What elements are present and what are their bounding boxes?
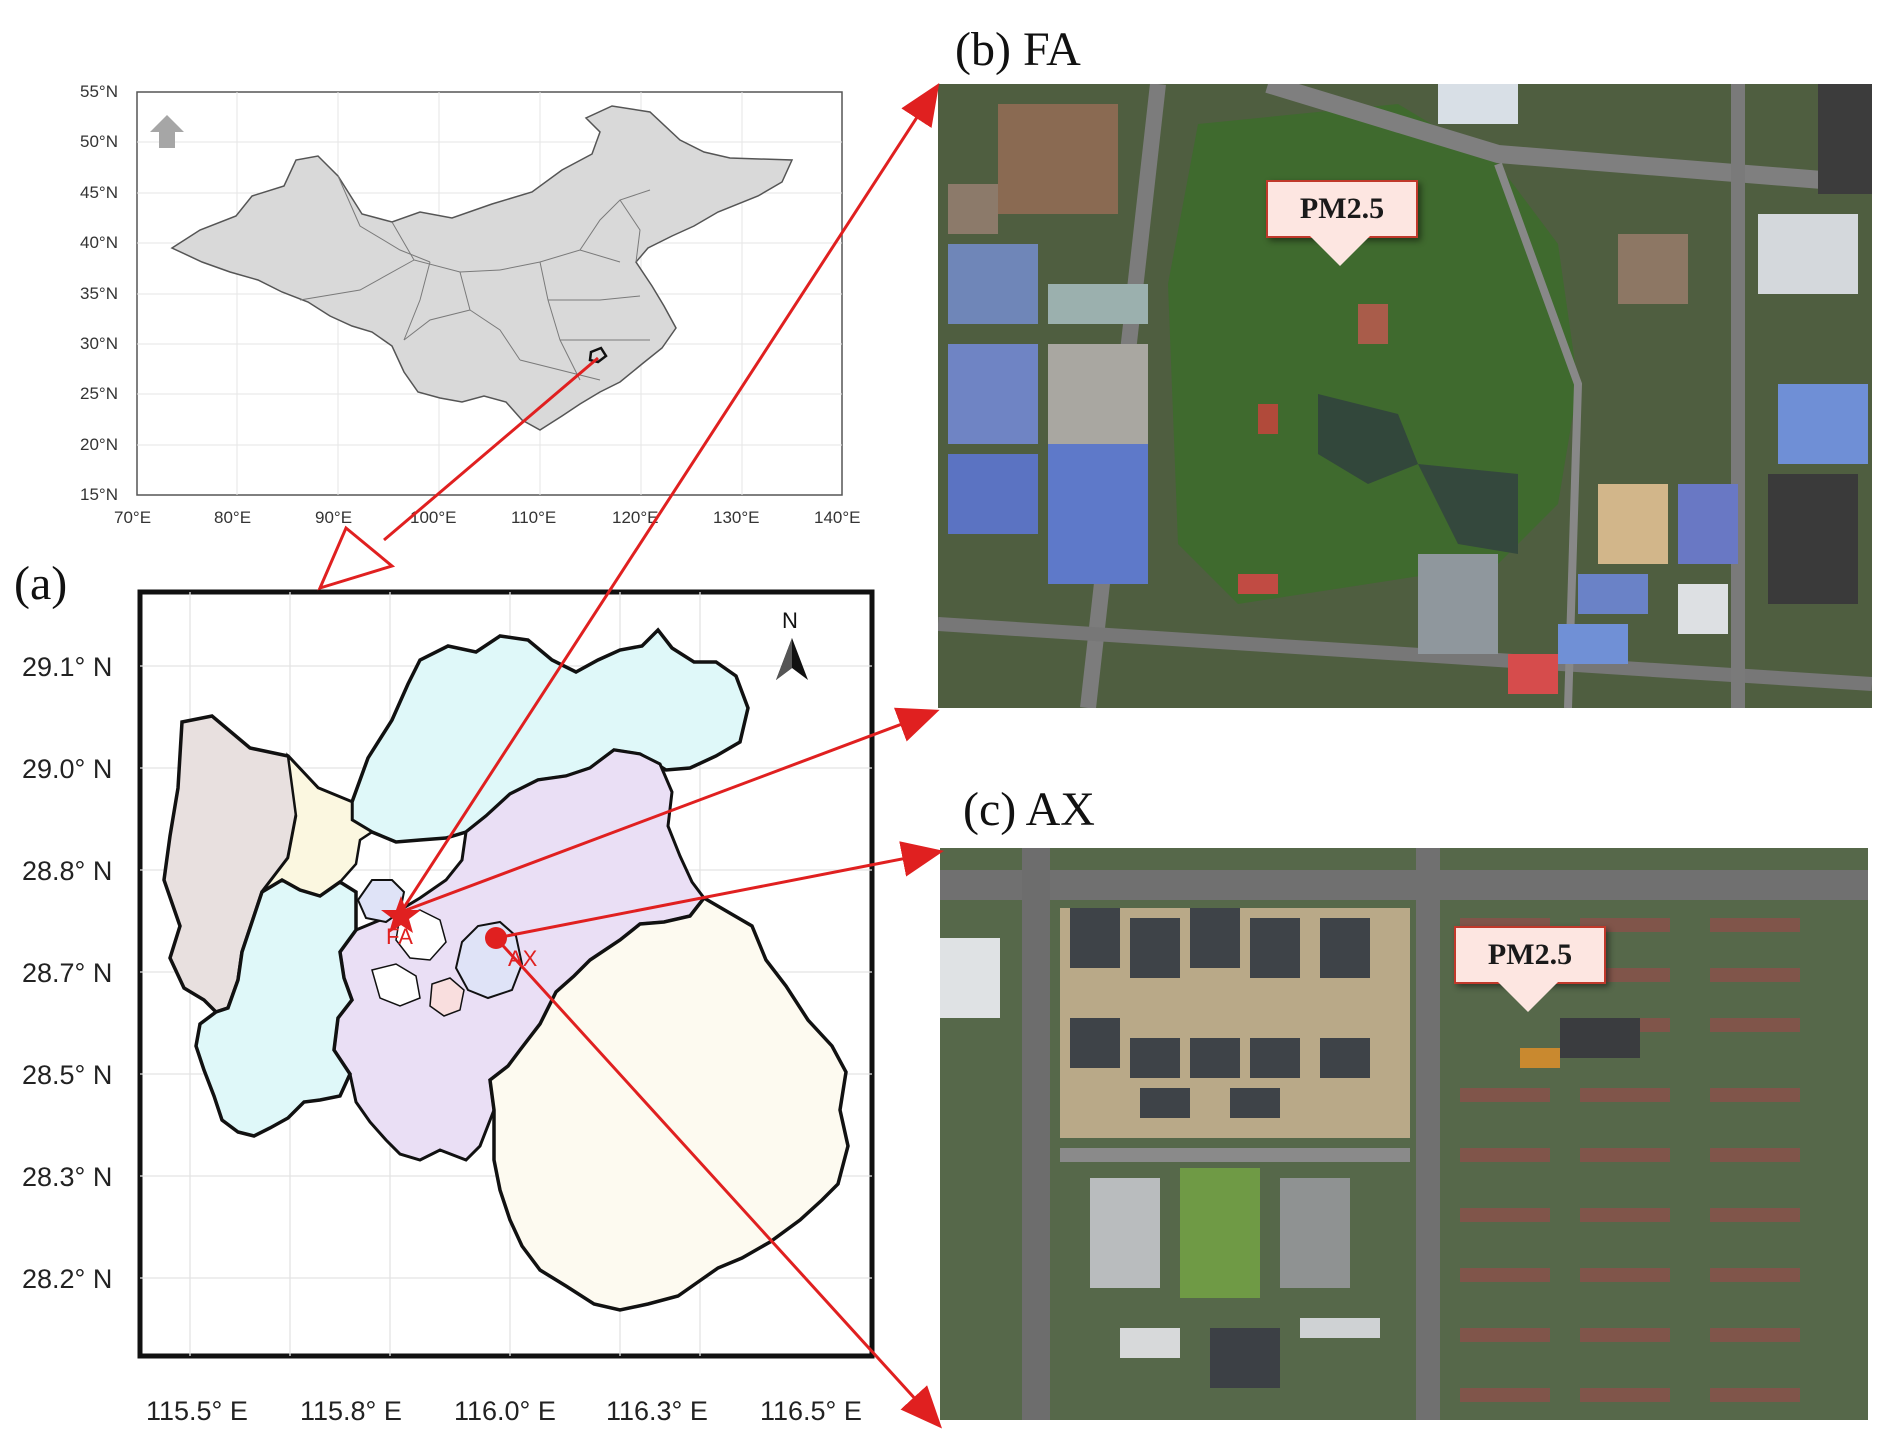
district-small-pink xyxy=(429,977,465,1017)
regional-lon-tick: 115.5° E xyxy=(146,1396,248,1426)
china-lat-tick: 55°N xyxy=(80,82,118,101)
north-label: N xyxy=(782,608,798,633)
regional-map-svg xyxy=(137,589,875,1359)
pm25-marker-ax: PM2.5 xyxy=(1454,926,1606,984)
district-small-white-2 xyxy=(371,963,421,1007)
china-lat-tick: 45°N xyxy=(80,183,118,202)
regional-lat-tick: 29.0° N xyxy=(22,754,113,784)
panel-b-label: (b) FA xyxy=(955,23,1081,76)
satellite-ax-svg xyxy=(940,848,1868,1420)
north-arrow-icon xyxy=(776,638,808,680)
satellite-image-fa: PM2.5 xyxy=(938,84,1872,708)
site-marker-fa-star-icon xyxy=(381,896,421,933)
regional-lon-tick: 116.5° E xyxy=(760,1396,862,1426)
china-lon-tick: 140°E xyxy=(814,508,861,527)
inset-pointer-triangle-icon xyxy=(317,525,396,591)
regional-lat-tick: 29.1° N xyxy=(22,652,113,682)
china-lat-tick: 25°N xyxy=(80,384,118,403)
china-lon-tick: 70°E xyxy=(114,508,152,527)
study-area-marker xyxy=(588,346,608,364)
north-arrow-icon xyxy=(150,115,184,148)
pm25-arrow-ax xyxy=(1498,982,1558,1012)
china-lon-tick: 130°E xyxy=(713,508,760,527)
inset-connector-line xyxy=(383,356,599,542)
regional-lat-tick: 28.5° N xyxy=(22,1060,113,1090)
china-lon-tick: 80°E xyxy=(214,508,252,527)
china-lat-tick: 35°N xyxy=(80,284,118,303)
china-lon-tick: 110°E xyxy=(511,508,557,527)
panel-a-label: (a) xyxy=(14,557,68,610)
china-lat-tick: 15°N xyxy=(80,485,118,504)
china-inset-map: 55°N 50°N 45°N 40°N 35°N 30°N 25°N 20°N … xyxy=(0,0,880,540)
china-lat-tick: 30°N xyxy=(80,334,118,353)
region-southwest xyxy=(194,877,358,1138)
fa-connector-bottom xyxy=(400,707,940,914)
regional-lat-tick: 28.8° N xyxy=(22,856,113,886)
panel-c-label: (c) AX xyxy=(963,783,1095,836)
china-lon-tick: 100°E xyxy=(410,508,457,527)
regional-lat-tick: 28.2° N xyxy=(22,1264,113,1294)
regional-lon-tick: 116.0° E xyxy=(454,1396,556,1426)
regional-lon-tick: 116.3° E xyxy=(606,1396,708,1426)
regional-map: N 29.1° N 29.0° N 28.8° N 28.7° N 28.5° … xyxy=(0,580,900,1448)
china-inset-svg xyxy=(136,91,843,496)
pm25-arrow-fa xyxy=(1310,236,1370,266)
ax-connector-bottom xyxy=(494,936,943,1429)
china-lon-tick: 120°E xyxy=(612,508,659,527)
regional-lat-tick: 28.3° N xyxy=(22,1162,113,1192)
region-southeast xyxy=(488,895,850,1312)
china-lon-tick: 90°E xyxy=(315,508,353,527)
regional-lat-tick: 28.7° N xyxy=(22,958,113,988)
fa-connector-top xyxy=(399,82,940,913)
regional-lon-tick: 115.8° E xyxy=(300,1396,402,1426)
china-lat-tick: 20°N xyxy=(80,435,118,454)
china-lat-tick: 40°N xyxy=(80,233,118,252)
pm25-marker-fa: PM2.5 xyxy=(1266,180,1418,238)
satellite-image-ax: PM2.5 xyxy=(940,848,1868,1420)
ax-connector-top xyxy=(495,841,944,940)
china-outline xyxy=(170,105,794,431)
china-lat-tick: 50°N xyxy=(80,132,118,151)
